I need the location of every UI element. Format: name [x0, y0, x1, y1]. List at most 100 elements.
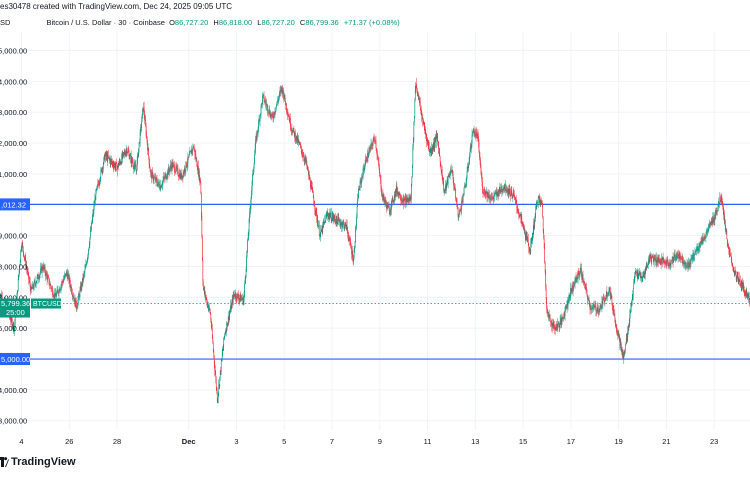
candle-body [571, 289, 572, 293]
candle-body [327, 215, 329, 218]
candle-body [415, 83, 417, 87]
candle-body [275, 110, 276, 113]
candle-body [167, 171, 168, 177]
candle-body [324, 220, 326, 223]
candle-body [579, 273, 580, 276]
candle-body [93, 212, 94, 214]
candle-body [81, 283, 83, 286]
candle-body [78, 294, 79, 300]
candle-body [480, 160, 481, 168]
candle-body [415, 83, 417, 90]
candle-body [362, 176, 363, 178]
candle-body [173, 163, 174, 165]
candle-body [383, 194, 384, 200]
candle-body [524, 229, 526, 231]
candle-body [329, 214, 331, 218]
candle-body [423, 123, 425, 124]
candle-body [719, 196, 721, 202]
candle-body [466, 171, 468, 179]
candle-body [699, 246, 701, 248]
candle-body [461, 200, 462, 209]
candle-body [563, 312, 565, 318]
candle-body [24, 257, 26, 259]
candle-body [577, 271, 579, 280]
candle-body [478, 136, 479, 142]
candle-body [301, 154, 303, 155]
candle-body [240, 298, 242, 302]
candle-body [603, 297, 605, 298]
candle-body [721, 196, 723, 202]
candle-body [481, 177, 483, 182]
candle-body [227, 316, 229, 323]
candle-body [586, 287, 587, 291]
candle-body [628, 323, 630, 328]
tradingview-branding[interactable]: TradingView [0, 452, 76, 472]
candle-body [740, 281, 742, 288]
candle-body [266, 104, 267, 106]
candle-body [528, 243, 530, 249]
candle-body [618, 334, 620, 337]
candle-body [502, 191, 503, 192]
candle-body [339, 222, 341, 226]
candle-body [92, 213, 94, 219]
candle-body [645, 267, 647, 271]
candle-body [297, 136, 299, 143]
candle-body [382, 194, 383, 197]
candle-body [157, 183, 159, 186]
candle-body [454, 189, 456, 190]
candle-body [643, 274, 645, 275]
candle-body [211, 328, 213, 338]
candle-body [614, 320, 616, 324]
candle-body [404, 198, 405, 200]
candle-body [550, 322, 552, 325]
x-tick-label: 28 [113, 437, 121, 446]
symbol-badge [31, 298, 61, 309]
candle-body [104, 154, 106, 161]
candle-body [282, 87, 283, 94]
candle-body [348, 237, 349, 241]
candle-body [405, 198, 407, 203]
candle-body [402, 200, 403, 202]
level-price-badge [0, 198, 30, 211]
candle-body [386, 203, 388, 209]
candle-body [582, 274, 583, 280]
candle-body [348, 239, 350, 241]
candle-body [632, 288, 634, 296]
candle-body [260, 113, 261, 116]
candle-body [251, 181, 253, 191]
candle-body [404, 198, 406, 206]
horizontal-levels[interactable]: ,012.325,000.00 [0, 198, 750, 366]
candle-body [86, 263, 87, 265]
candle-body [150, 171, 151, 173]
candle-body [446, 179, 448, 183]
candle-body [118, 161, 120, 165]
candle-body [494, 193, 496, 194]
price-axis[interactable]: 5,000.004,000.003,000.002,000.001,000.00… [0, 47, 27, 426]
candle-body [47, 276, 49, 277]
candle-body [358, 188, 360, 190]
open-label: O [169, 18, 175, 27]
candle-body [574, 284, 575, 285]
candle-body [702, 237, 703, 245]
candle-body [319, 235, 321, 238]
candle-body [632, 295, 634, 299]
symbol-name[interactable]: Bitcoin / U.S. Dollar · 30 · Coinbase [46, 18, 165, 27]
candle-body [203, 288, 205, 290]
candle-body [325, 215, 327, 217]
candle-body [62, 281, 64, 283]
candle-body [436, 135, 438, 137]
candle-body [731, 259, 733, 265]
candle-body [715, 214, 716, 216]
candle-body [433, 142, 435, 147]
time-axis[interactable]: 4 26 28 Dec 3 5 7 9 11 13 15 17 19 21 23 [19, 437, 718, 446]
candle-body [338, 219, 340, 221]
candle-body [624, 344, 626, 352]
candle-body [141, 114, 143, 122]
candle-body [242, 297, 243, 300]
candle-body [347, 230, 348, 233]
candle-body [263, 95, 265, 102]
candle-body [177, 168, 179, 175]
candle-body [432, 148, 434, 151]
candlestick-chart[interactable]: ,012.325,000.00 5,000.004,000.003,000.00… [0, 0, 750, 452]
candle-body [418, 96, 420, 97]
